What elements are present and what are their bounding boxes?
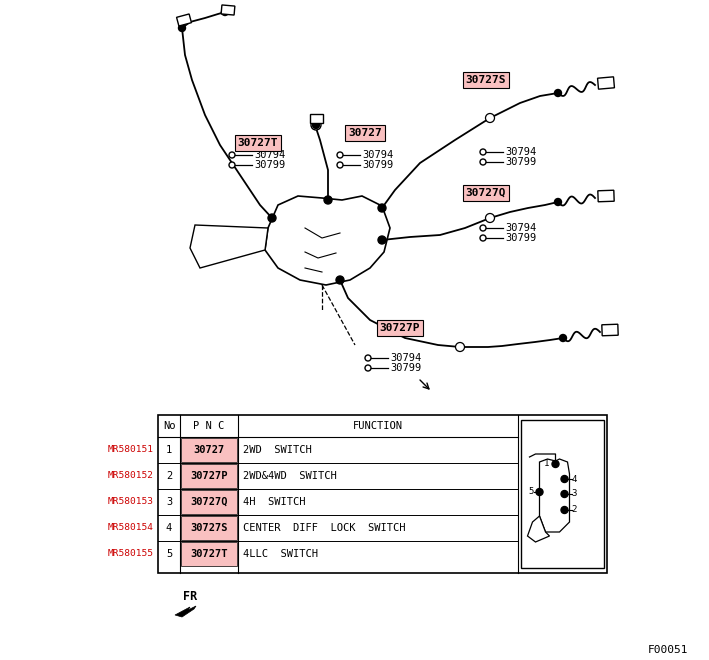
Polygon shape	[598, 190, 614, 202]
Text: 4: 4	[571, 475, 577, 484]
Text: 30727Q: 30727Q	[466, 188, 506, 198]
Text: 30727: 30727	[194, 445, 225, 455]
Text: 5: 5	[528, 488, 533, 496]
Bar	[181, 464, 237, 488]
Bar	[181, 490, 237, 514]
Circle shape	[480, 225, 486, 231]
Text: 30794: 30794	[362, 150, 393, 160]
Circle shape	[486, 213, 494, 222]
Text: MR580155: MR580155	[108, 550, 154, 558]
Text: MR580152: MR580152	[108, 471, 154, 480]
Text: 30727S: 30727S	[466, 75, 506, 85]
Circle shape	[536, 488, 543, 496]
Circle shape	[554, 90, 562, 96]
Text: 30727S: 30727S	[190, 523, 228, 533]
Text: MR580151: MR580151	[108, 446, 154, 455]
Text: 30727Q: 30727Q	[190, 497, 228, 507]
Polygon shape	[602, 324, 618, 336]
Text: MR580153: MR580153	[108, 498, 154, 506]
Polygon shape	[527, 516, 549, 542]
Text: 2: 2	[571, 506, 577, 515]
Circle shape	[179, 24, 186, 32]
Circle shape	[559, 335, 566, 341]
Text: 30794: 30794	[505, 147, 536, 157]
Circle shape	[337, 152, 343, 158]
Circle shape	[311, 120, 321, 130]
Text: 3: 3	[166, 497, 172, 507]
Text: 30794: 30794	[505, 223, 536, 233]
Text: F00051: F00051	[647, 645, 688, 655]
Circle shape	[480, 159, 486, 165]
Text: P N C: P N C	[194, 421, 225, 431]
Polygon shape	[221, 5, 235, 15]
Circle shape	[378, 236, 386, 244]
Text: 4H  SWITCH: 4H SWITCH	[243, 497, 306, 507]
Text: 30799: 30799	[362, 160, 393, 170]
Text: 30799: 30799	[390, 363, 421, 373]
Circle shape	[221, 9, 228, 15]
Text: FUNCTION: FUNCTION	[353, 421, 403, 431]
Text: 30727P: 30727P	[190, 471, 228, 481]
Text: 30799: 30799	[254, 160, 285, 170]
Circle shape	[561, 490, 568, 498]
Circle shape	[552, 461, 559, 467]
Text: 4: 4	[166, 523, 172, 533]
Text: 30727T: 30727T	[190, 549, 228, 559]
Circle shape	[486, 114, 494, 123]
Text: 1: 1	[166, 445, 172, 455]
Circle shape	[378, 204, 386, 212]
Polygon shape	[175, 606, 196, 617]
Circle shape	[480, 149, 486, 155]
Polygon shape	[310, 114, 323, 123]
Text: CENTER  DIFF  LOCK  SWITCH: CENTER DIFF LOCK SWITCH	[243, 523, 406, 533]
Text: 30799: 30799	[505, 157, 536, 167]
Circle shape	[455, 343, 464, 352]
Bar	[181, 542, 237, 566]
Circle shape	[229, 162, 235, 168]
Circle shape	[336, 276, 344, 284]
Circle shape	[554, 199, 562, 205]
Text: 5: 5	[166, 549, 172, 559]
Text: 2: 2	[166, 471, 172, 481]
Circle shape	[480, 235, 486, 241]
Polygon shape	[265, 196, 390, 285]
Polygon shape	[598, 77, 615, 89]
Text: 30727: 30727	[348, 128, 382, 138]
Bar	[521, 420, 604, 568]
Polygon shape	[540, 459, 569, 532]
Text: 30799: 30799	[505, 233, 536, 243]
Circle shape	[561, 475, 568, 482]
Bar	[181, 438, 237, 462]
Text: 30727P: 30727P	[380, 323, 420, 333]
Text: 3: 3	[571, 490, 577, 498]
Text: FR: FR	[183, 591, 197, 603]
Circle shape	[337, 162, 343, 168]
Text: 2WD  SWITCH: 2WD SWITCH	[243, 445, 312, 455]
Bar	[158, 415, 607, 573]
Text: 1: 1	[544, 459, 549, 469]
Bar	[181, 516, 237, 540]
Text: 2WD&4WD  SWITCH: 2WD&4WD SWITCH	[243, 471, 337, 481]
Circle shape	[561, 506, 568, 513]
Circle shape	[324, 196, 332, 204]
Circle shape	[365, 365, 371, 371]
Text: 30727T: 30727T	[238, 138, 278, 148]
Text: 30794: 30794	[254, 150, 285, 160]
Text: 30794: 30794	[390, 353, 421, 363]
Text: 4LLC  SWITCH: 4LLC SWITCH	[243, 549, 318, 559]
Circle shape	[268, 214, 276, 222]
Text: MR580154: MR580154	[108, 523, 154, 533]
Circle shape	[229, 152, 235, 158]
Circle shape	[365, 355, 371, 361]
Text: No: No	[163, 421, 175, 431]
Polygon shape	[190, 225, 268, 268]
Polygon shape	[177, 14, 191, 26]
Circle shape	[313, 121, 320, 129]
